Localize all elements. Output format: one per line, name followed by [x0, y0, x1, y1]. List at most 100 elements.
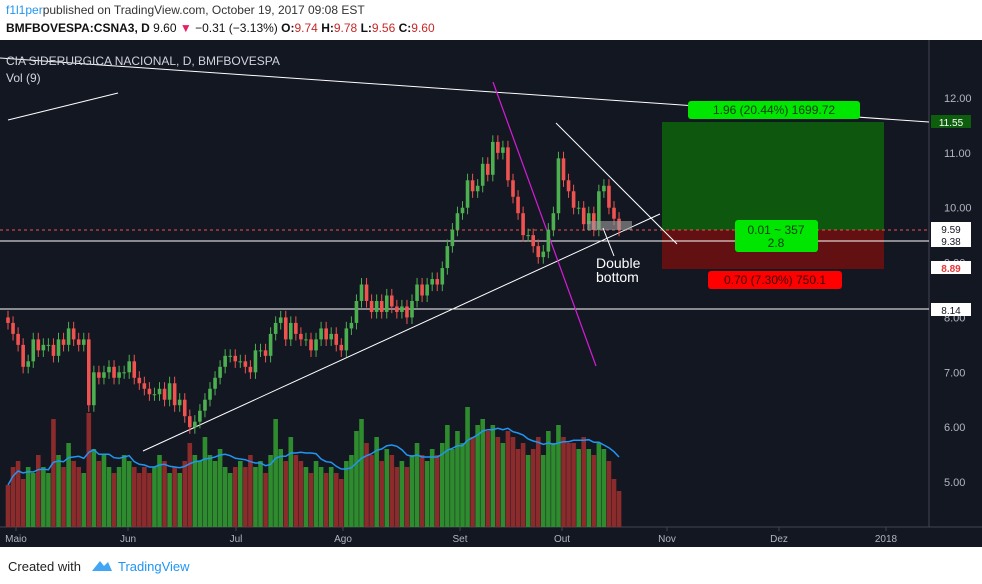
- volume-bar: [41, 467, 46, 527]
- volume-bar: [364, 443, 369, 527]
- volume-bar: [525, 455, 531, 527]
- candle-body: [36, 339, 41, 351]
- price-chart[interactable]: Double bottom 1.96 (20.44%) 1699.72 0.70…: [0, 40, 982, 545]
- time-tick-label: 2018: [875, 534, 898, 545]
- volume-bar: [510, 437, 516, 527]
- candle-body: [6, 317, 10, 323]
- volume-bar: [313, 461, 319, 527]
- candle-body: [465, 180, 470, 208]
- support-trendline[interactable]: [142, 213, 661, 452]
- candle-body: [506, 147, 510, 181]
- candle-body: [16, 333, 20, 345]
- candle-body: [76, 339, 81, 345]
- candle-body: [344, 328, 349, 351]
- volume-bar: [172, 467, 177, 527]
- candle-body: [556, 158, 561, 214]
- volume-bar: [354, 431, 359, 527]
- candle-body: [405, 306, 409, 318]
- candle-body: [319, 328, 323, 340]
- time-tick-label: Out: [554, 534, 570, 545]
- candle-body: [526, 235, 530, 237]
- target-label-box: [688, 101, 860, 119]
- volume-bar: [333, 473, 339, 527]
- candle-body: [485, 163, 490, 175]
- price-mark-box: [931, 303, 971, 316]
- candle-body: [51, 344, 56, 356]
- candle-body: [213, 377, 217, 389]
- close-value: 9.60: [411, 21, 435, 35]
- created-with-text: Created with: [8, 559, 81, 574]
- candle-body: [395, 306, 399, 312]
- candle-body: [455, 213, 460, 230]
- candle-body: [142, 383, 147, 389]
- volume-bar: [253, 467, 258, 527]
- volume-bar: [389, 455, 395, 527]
- candle-body: [460, 207, 465, 214]
- author-link[interactable]: f1l1per: [6, 3, 43, 17]
- candle-body: [566, 180, 571, 192]
- ohlc-line: BMFBOVESPA:CSNA3, D 9.60 ▼ −0.31 (−3.13%…: [6, 21, 435, 35]
- candle-body: [324, 328, 328, 340]
- volume-bar: [111, 473, 117, 527]
- candle-body: [248, 366, 253, 373]
- candle-body: [127, 361, 131, 373]
- candle-body: [551, 213, 556, 230]
- candle-body: [415, 284, 419, 301]
- volume-bar: [20, 479, 26, 527]
- candle-body: [107, 366, 111, 373]
- candle-body: [157, 388, 162, 395]
- candle-body: [430, 279, 434, 285]
- candle-body: [112, 366, 116, 378]
- wedge-resistance-trendline[interactable]: [555, 122, 678, 245]
- low-value: 9.56: [371, 21, 396, 35]
- high-label: H:: [321, 21, 334, 35]
- volume-bar: [394, 467, 400, 527]
- magenta-trendline[interactable]: [492, 81, 597, 367]
- candle-body: [193, 421, 197, 428]
- candle-body: [480, 163, 485, 186]
- volume-bar: [318, 467, 324, 527]
- volume-bar: [465, 407, 470, 527]
- price-mark-label: 9.38: [941, 237, 961, 248]
- volume-bar: [86, 413, 92, 527]
- candle-body: [46, 344, 51, 346]
- volume-bar: [339, 479, 344, 527]
- candle-body: [536, 246, 541, 258]
- publish-line: f1l1perpublished on TradingView.com, Oct…: [6, 3, 365, 17]
- volume-bar: [556, 425, 561, 527]
- candle-body: [435, 279, 440, 285]
- volume-bar: [162, 461, 167, 527]
- candle-body: [208, 388, 212, 400]
- volume-bar: [566, 443, 571, 527]
- volume-bar: [51, 419, 56, 527]
- volume-bar: [15, 461, 21, 527]
- candle-body: [41, 344, 46, 351]
- volume-bar: [187, 443, 193, 527]
- stop-label: 0.70 (7.30%) 750.1: [724, 273, 826, 287]
- candle-body: [87, 339, 91, 406]
- candle-body: [571, 191, 576, 208]
- target-zone[interactable]: [662, 122, 884, 230]
- price-mark-label: 8.89: [941, 264, 961, 275]
- short-trendline-left[interactable]: [7, 92, 119, 121]
- time-tick-label: Jun: [120, 534, 136, 545]
- stop-label-box: [708, 271, 842, 289]
- candle-body: [182, 399, 187, 417]
- candle-body: [167, 383, 172, 400]
- candle-body: [440, 268, 445, 285]
- volume-bar: [243, 467, 248, 527]
- volume-bar: [470, 437, 475, 527]
- candle-body: [188, 416, 192, 428]
- volume-bar: [379, 461, 384, 527]
- candle-body: [329, 333, 333, 340]
- tradingview-link[interactable]: TradingView: [118, 559, 190, 574]
- candle-body: [420, 284, 424, 296]
- candle-body: [314, 339, 318, 351]
- time-axis[interactable]: Maio Jun Jul Ago Set Out Nov Dez 2018: [5, 527, 898, 545]
- candle-body: [511, 180, 515, 197]
- price-tick-label: 6.00: [944, 422, 965, 434]
- price-tick-label: 10.00: [944, 203, 972, 215]
- candle-body: [390, 295, 394, 307]
- volume-bar: [541, 455, 546, 527]
